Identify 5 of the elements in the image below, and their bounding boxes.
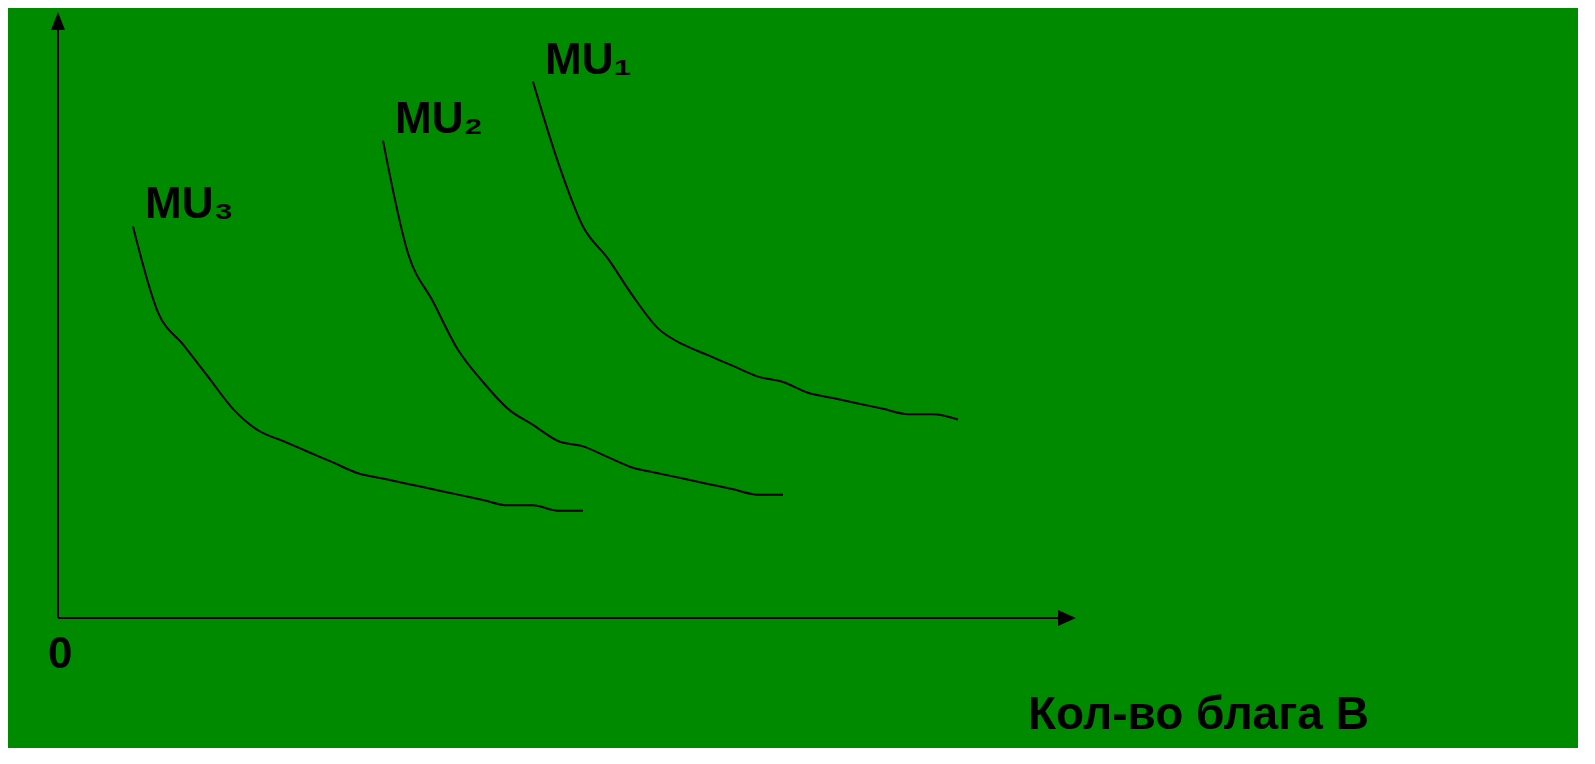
x-axis-title: Кол-во блага B — [1028, 686, 1369, 740]
series-label: MU₃ — [145, 178, 234, 228]
text: 0 — [48, 628, 73, 678]
series-label: MU₂ — [395, 92, 483, 142]
series-label: MU₁ — [545, 33, 632, 83]
